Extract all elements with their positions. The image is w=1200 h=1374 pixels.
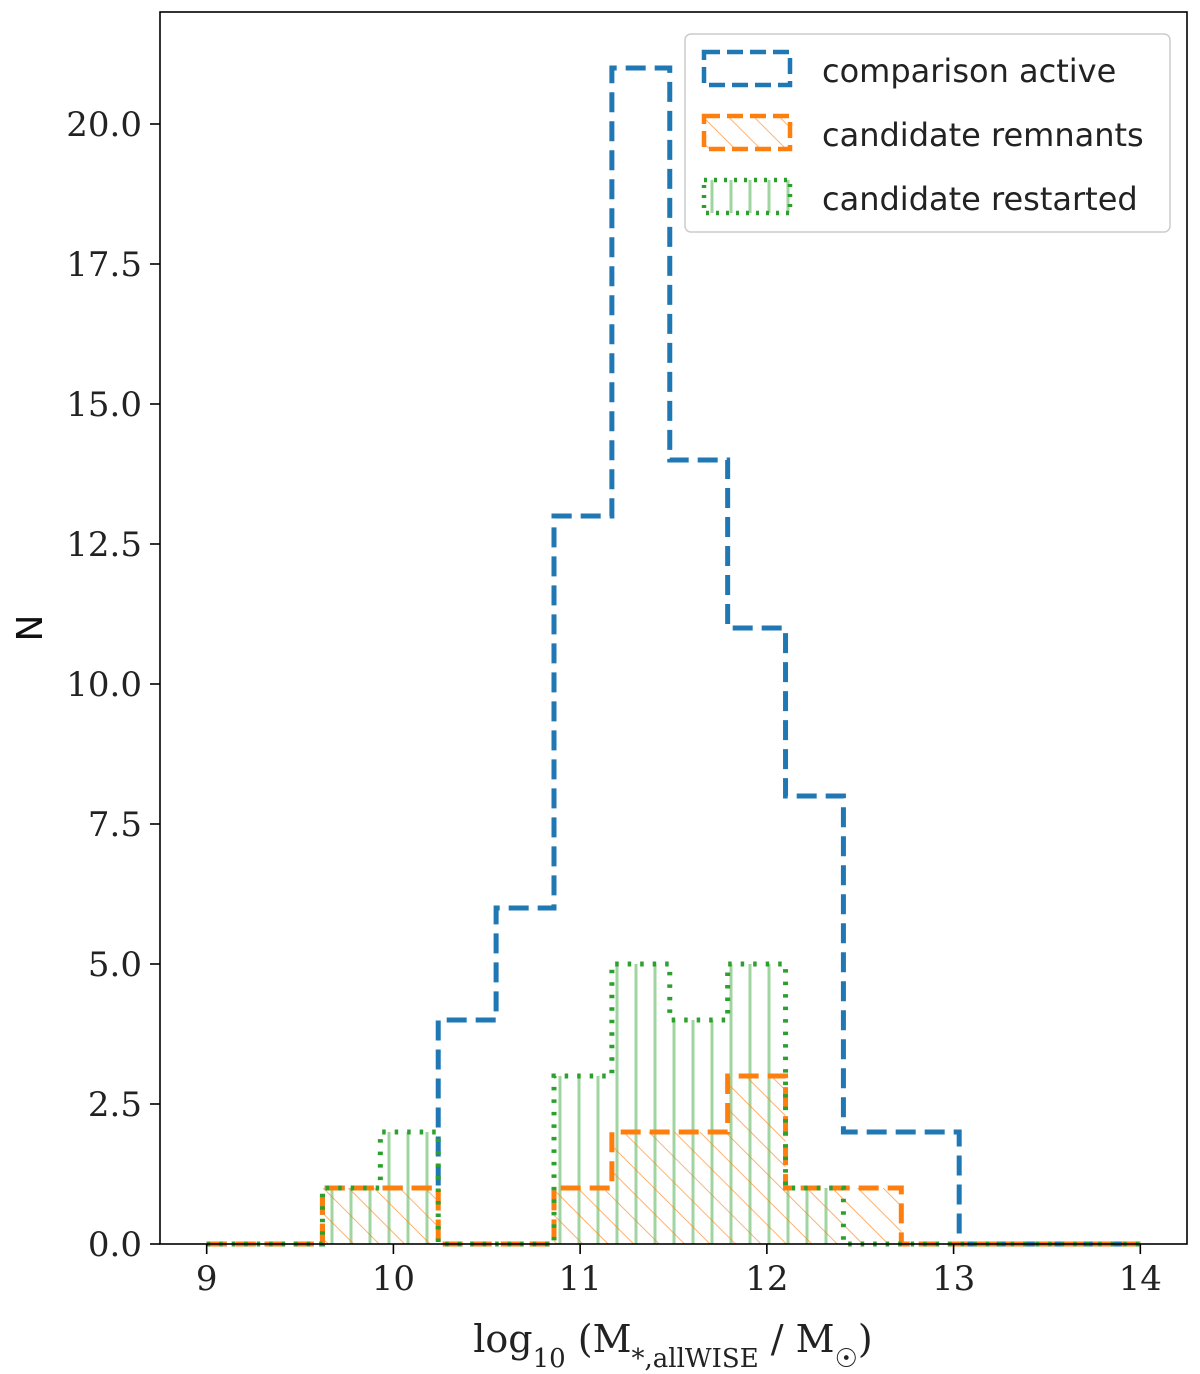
legend-label-candidate-restarted: candidate restarted: [822, 180, 1138, 218]
x-axis-label-end: ): [858, 1317, 873, 1361]
y-tick-label: 12.5: [66, 525, 142, 565]
legend: comparison active candidate remnants can…: [684, 33, 1171, 233]
legend-label-candidate-remnants: candidate remnants: [822, 116, 1144, 154]
x-tick-label: 10: [372, 1259, 415, 1299]
series-outline-candidate-remnants: [206, 1073, 1141, 1247]
x-axis-ticks: 9 10 11 12 13 14: [196, 1244, 1162, 1299]
x-axis-label: log10 (M*,allWISE / M☉): [473, 1317, 872, 1374]
x-axis-label-sun: ☉: [835, 1344, 858, 1374]
x-tick-label: 13: [932, 1259, 975, 1299]
x-axis-label-mid: / M: [759, 1317, 835, 1361]
series-outline-candidate-restarted: [206, 961, 1141, 1247]
y-tick-label: 7.5: [88, 805, 142, 845]
x-tick-label: 14: [1119, 1259, 1162, 1299]
y-axis-label: N: [10, 615, 51, 642]
bar-candidate-remnants-7: [611, 1132, 670, 1244]
x-axis-label-log: log: [473, 1317, 532, 1361]
bar-candidate-remnants-2: [322, 1188, 381, 1244]
x-axis-label-sub: *,allWISE: [632, 1344, 759, 1374]
bar-candidate-remnants-8: [669, 1132, 728, 1244]
x-tick-label: 12: [745, 1259, 788, 1299]
hatch-fills: [322, 964, 902, 1244]
legend-swatch-comparison-active: [701, 49, 793, 88]
bar-candidate-remnants-3: [380, 1188, 439, 1244]
y-tick-label: 17.5: [66, 245, 142, 285]
legend-swatch-candidate-remnants: [701, 113, 793, 152]
x-tick-label: 11: [559, 1259, 602, 1299]
y-tick-label: 0.0: [88, 1225, 142, 1265]
y-tick-label: 2.5: [88, 1085, 142, 1125]
legend-label-comparison-active: comparison active: [822, 52, 1116, 90]
bar-candidate-remnants-6: [553, 1188, 612, 1244]
y-tick-label: 10.0: [66, 665, 142, 705]
y-tick-label: 15.0: [66, 385, 142, 425]
legend-box: [684, 33, 1171, 233]
x-axis-label-body: (M: [566, 1317, 632, 1361]
y-tick-label: 5.0: [88, 945, 142, 985]
series-outlines: [206, 65, 1141, 1247]
plot-frame: [159, 11, 1188, 1245]
bar-candidate-remnants-10: [785, 1188, 844, 1244]
bar-candidate-remnants-9: [727, 1076, 786, 1244]
bar-candidate-remnants-11: [843, 1188, 902, 1244]
legend-swatch-candidate-restarted: [701, 177, 793, 216]
x-tick-label: 9: [196, 1259, 218, 1299]
x-axis-label-base: 10: [533, 1344, 566, 1374]
y-axis-ticks: 0.0 2.5 5.0 7.5 10.0 12.5 15.0 17.5 20.0: [66, 105, 160, 1265]
y-tick-label: 20.0: [66, 105, 142, 145]
